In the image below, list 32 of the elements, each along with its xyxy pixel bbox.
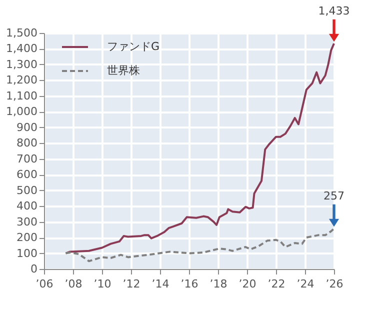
y-tick-label: 0 bbox=[30, 262, 38, 276]
legend-label: ファンドG bbox=[107, 40, 160, 53]
legend-label: 世界株 bbox=[107, 64, 140, 77]
y-tick-label: 1,100 bbox=[6, 89, 38, 102]
x-tick-label: ’16 bbox=[180, 278, 198, 290]
x-tick-label: ’24 bbox=[296, 278, 314, 290]
y-tick-label: 700 bbox=[16, 152, 38, 166]
x-tick-label: ’18 bbox=[210, 278, 228, 290]
y-tick-label: 300 bbox=[16, 215, 38, 228]
y-tick-label: 500 bbox=[16, 184, 38, 197]
y-tick-label: 200 bbox=[16, 231, 38, 244]
x-tick-label: ’14 bbox=[152, 278, 170, 290]
y-tick-label: 1,000 bbox=[6, 105, 38, 118]
y-tick-label: 400 bbox=[16, 200, 38, 213]
y-tick-label: 1,300 bbox=[6, 58, 38, 71]
y-tick-label: 1,500 bbox=[6, 26, 38, 40]
line-series bbox=[64, 228, 335, 262]
x-tick-label: ’10 bbox=[94, 278, 112, 290]
x-tick-label: ’06 bbox=[36, 278, 54, 290]
x-tick-label: ’22 bbox=[268, 278, 286, 290]
x-tick-label: ’26 bbox=[326, 278, 344, 290]
x-tick-label: ’08 bbox=[64, 278, 82, 290]
x-tick-label: ’20 bbox=[238, 278, 256, 290]
y-tick-label: 1,200 bbox=[6, 74, 38, 87]
y-tick-label: 600 bbox=[16, 168, 38, 182]
x-tick-label: ’12 bbox=[122, 278, 140, 290]
annotation: 1,433 bbox=[318, 4, 350, 18]
y-tick-label: 800 bbox=[16, 136, 38, 150]
y-tick-label: 1,400 bbox=[6, 42, 38, 56]
y-tick-label: 100 bbox=[16, 246, 38, 260]
annotation: 257 bbox=[324, 190, 344, 203]
y-tick-label: 900 bbox=[16, 120, 38, 134]
